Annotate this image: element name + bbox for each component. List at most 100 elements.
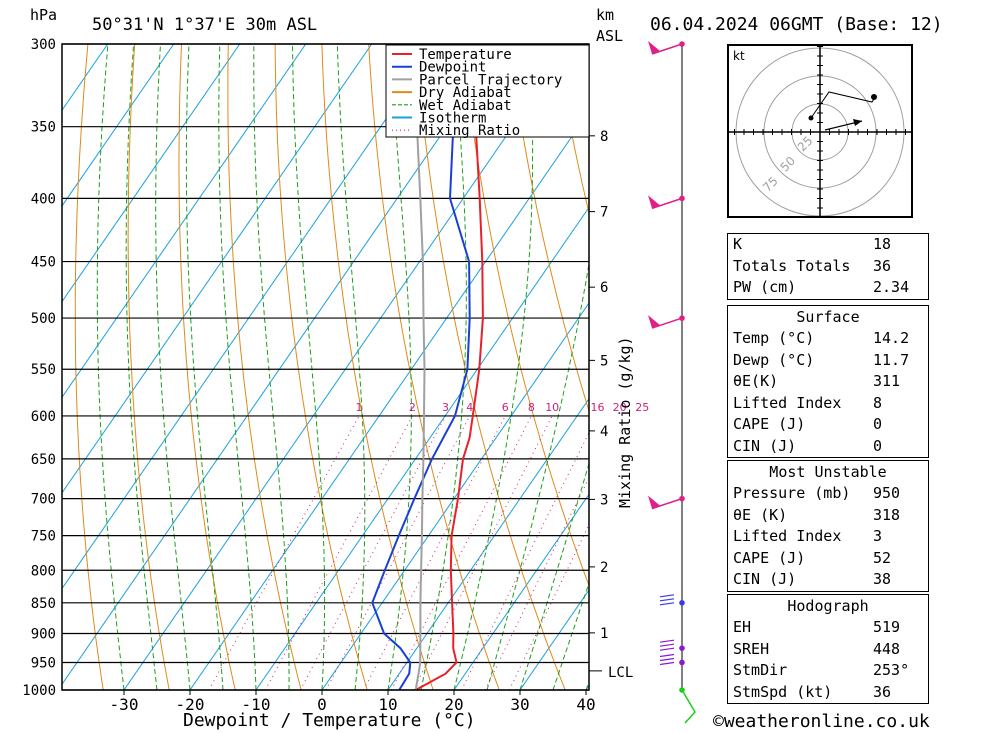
barb-feather [659, 598, 675, 602]
x-axis-title: Dewpoint / Temperature (°C) [183, 710, 476, 731]
row-value: 318 [873, 505, 901, 524]
barb-dot [679, 645, 685, 651]
table-row: CAPE (J) 52 [728, 548, 928, 570]
isotherm [62, 44, 307, 399]
mixing-ratio-label: 2 [409, 401, 416, 414]
barb-pennant [648, 315, 660, 329]
pressure-unit-label: hPa [30, 6, 57, 24]
row-value: 3 [873, 527, 883, 545]
table-row: Pressure (mb) 950 [728, 483, 928, 505]
pressure-tick-label: 700 [31, 492, 56, 508]
barb-feather [659, 639, 675, 643]
mixing-ratio-label: 16 [590, 401, 604, 414]
barb-feather [659, 661, 675, 666]
km-tick-label: 3 [600, 492, 608, 508]
row-value: 36 [873, 682, 892, 701]
mixing-ratio-label: 10 [545, 401, 559, 414]
pressure-grid [62, 43, 589, 691]
mixing-ratio-line [390, 415, 532, 690]
legend-label: Temperature [419, 47, 512, 63]
pressure-tick-label: 300 [31, 37, 56, 53]
table-row: CIN (J) 38 [728, 569, 928, 591]
row-label: CAPE (J) [733, 548, 806, 567]
indices-table: K 18 Totals Totals 36 PW (cm) 2.34 [727, 233, 929, 300]
row-value: 18 [873, 235, 892, 253]
barb-feather [659, 653, 675, 658]
isotherm [62, 44, 373, 494]
x-tick-label: 20 [444, 695, 463, 714]
wet-adiabat [96, 44, 125, 690]
legend-label: Dewpoint [419, 60, 486, 76]
row-label: CIN (J) [733, 570, 797, 588]
x-tick-label: 10 [378, 695, 397, 714]
dry-adiabat [415, 44, 566, 690]
table-row: SREH 448 [728, 639, 928, 661]
mixing-ratio-label: 3 [442, 401, 449, 414]
pressure-tick-label: 800 [31, 563, 56, 579]
row-value: 519 [873, 618, 901, 636]
row-value: 448 [873, 639, 901, 658]
row-label: StmDir [733, 661, 788, 679]
row-label: CIN (J) [733, 436, 797, 455]
mixing-ratio-axis-title: Mixing Ratio (g/kg) [616, 336, 634, 508]
hodograph-point [808, 115, 814, 121]
pressure-tick-label: 600 [31, 409, 56, 425]
row-value: 253° [873, 661, 910, 679]
profiles [371, 44, 484, 690]
location-label: 50°31'N 1°37'E 30m ASL [92, 15, 317, 35]
datetime-label: 06.04.2024 06GMT (Base: 12) [650, 14, 943, 35]
barb-shaft [651, 197, 683, 210]
row-label: θE (K) [733, 505, 788, 524]
row-label: StmSpd (kt) [733, 682, 833, 701]
barb-feather [659, 594, 675, 598]
legend-label: Dry Adiabat [419, 85, 512, 101]
x-tick-label: 30 [510, 695, 529, 714]
profile-parcel-trajectory [410, 44, 426, 690]
barb-shaft [651, 317, 683, 329]
km-tick-label: 4 [600, 424, 608, 440]
mixing-ratio-labels: 1 2 3 4 6 8 10 16 20 25 [355, 401, 649, 414]
mixing-ratio-line [264, 415, 413, 690]
dry-adiabat [74, 44, 104, 690]
dry-adiabat [321, 44, 434, 690]
pressure-tick-label: 750 [31, 529, 56, 545]
x-tick-label: -20 [176, 695, 205, 714]
legend-label: Mixing Ratio [419, 123, 520, 139]
barb-feather [659, 602, 675, 606]
legend-label: Parcel Trajectory [419, 72, 562, 88]
plot-frame [61, 43, 590, 691]
barb-feather [659, 657, 675, 662]
pressure-tick-label: 400 [31, 191, 56, 207]
asl-unit-label: ASL [596, 27, 623, 45]
isotherm [321, 302, 589, 690]
barb-pennant [648, 195, 660, 209]
row-label: Totals Totals [733, 256, 851, 275]
x-tick-label: 0 [317, 695, 327, 714]
row-value: 0 [873, 436, 883, 455]
wind-barb [648, 315, 685, 329]
row-label: CAPE (J) [733, 415, 806, 433]
pressure-tick-label: 950 [31, 655, 56, 671]
row-label: Lifted Index [733, 527, 842, 545]
table-row: StmDir 253° [728, 660, 928, 682]
row-label: Pressure (mb) [733, 484, 851, 502]
barb-shaft [651, 43, 683, 55]
wet-adiabat [292, 44, 326, 690]
mixing-ratio-label: 25 [635, 401, 649, 414]
hodograph-table: Hodograph EH 519 SREH 448 StmDir 253° StmSpd (… [727, 594, 929, 704]
table-row: Totals Totals 36 [728, 256, 928, 278]
legend-label: Wet Adiabat [419, 98, 512, 114]
row-value: 36 [873, 256, 892, 275]
most-unstable-title: Most Unstable [769, 463, 887, 481]
x-tick-label: 40 [576, 695, 595, 714]
dry-adiabat [977, 44, 1000, 690]
isotherm [62, 44, 505, 686]
isotherm [123, 44, 571, 690]
isotherm [189, 110, 589, 690]
profile-temperature [415, 44, 484, 690]
mixing-ratio-line [325, 415, 471, 690]
wet-adiabat [253, 44, 290, 690]
km-tick-label: 8 [600, 129, 608, 145]
wet-adiabat [387, 44, 412, 690]
wind-barb [659, 594, 685, 606]
